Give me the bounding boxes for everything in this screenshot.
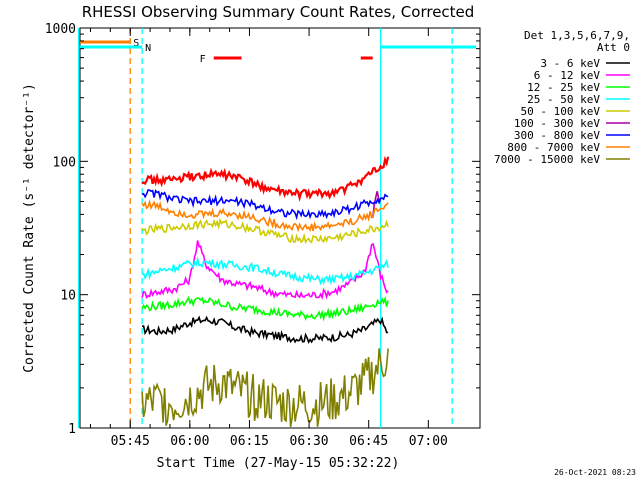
legend-label: 6 - 12 keV (534, 69, 601, 82)
legend-label: 12 - 25 keV (527, 81, 600, 94)
legend-label: 7000 - 15000 keV (494, 153, 600, 166)
series-line (141, 348, 389, 428)
series-line (141, 256, 389, 286)
flag-and-time-markers: S N F (77, 28, 477, 428)
series-line (141, 155, 390, 203)
series-line (141, 217, 389, 245)
detectors-label: Det 1,3,5,6,7,9, (524, 29, 630, 42)
x-tick-label: 06:15 (230, 434, 269, 449)
series-line (141, 295, 389, 322)
y-axis-label: Corrected Count Rate (s⁻¹ detector⁻¹) (22, 83, 37, 373)
flag-label: S (133, 38, 139, 49)
series-line (142, 315, 389, 344)
legend-label: 800 - 7000 keV (507, 141, 600, 154)
x-tick-label: 06:00 (170, 434, 209, 449)
y-tick-label: 1 (68, 422, 76, 437)
chart-title: RHESSI Observing Summary Count Rates, Co… (82, 3, 475, 21)
x-tick-label: 06:45 (349, 434, 388, 449)
legend-label: 3 - 6 keV (540, 57, 600, 70)
plot-frame (79, 27, 481, 429)
axes: 1 10 100 1000 05:45 06:00 06:15 06:30 06:45 07:00 (45, 22, 480, 449)
flag-label: N (145, 43, 151, 54)
y-tick-label: 100 (53, 155, 76, 170)
legend-label: 25 - 50 keV (527, 93, 600, 106)
flag-label: F (200, 54, 206, 65)
legend-label: 100 - 300 keV (514, 117, 600, 130)
legend-label: 300 - 800 keV (514, 129, 600, 142)
series-line (141, 240, 389, 300)
x-tick-label: 05:45 (111, 434, 150, 449)
attenuator-label: Att 0 (597, 41, 630, 54)
series-layer (141, 155, 390, 428)
series-line (141, 199, 389, 233)
footer-timestamp: 26-Oct-2021 08:23 (554, 468, 636, 477)
x-tick-label: 06:30 (290, 434, 329, 449)
legend-label: 50 - 100 keV (521, 105, 601, 118)
series-line (141, 188, 389, 221)
y-tick-label: 10 (60, 289, 76, 304)
x-tick-label: 07:00 (409, 434, 448, 449)
series-line (371, 191, 381, 218)
x-axis-label: Start Time (27-May-15 05:32:22) (157, 456, 400, 471)
y-tick-label: 1000 (45, 22, 76, 37)
